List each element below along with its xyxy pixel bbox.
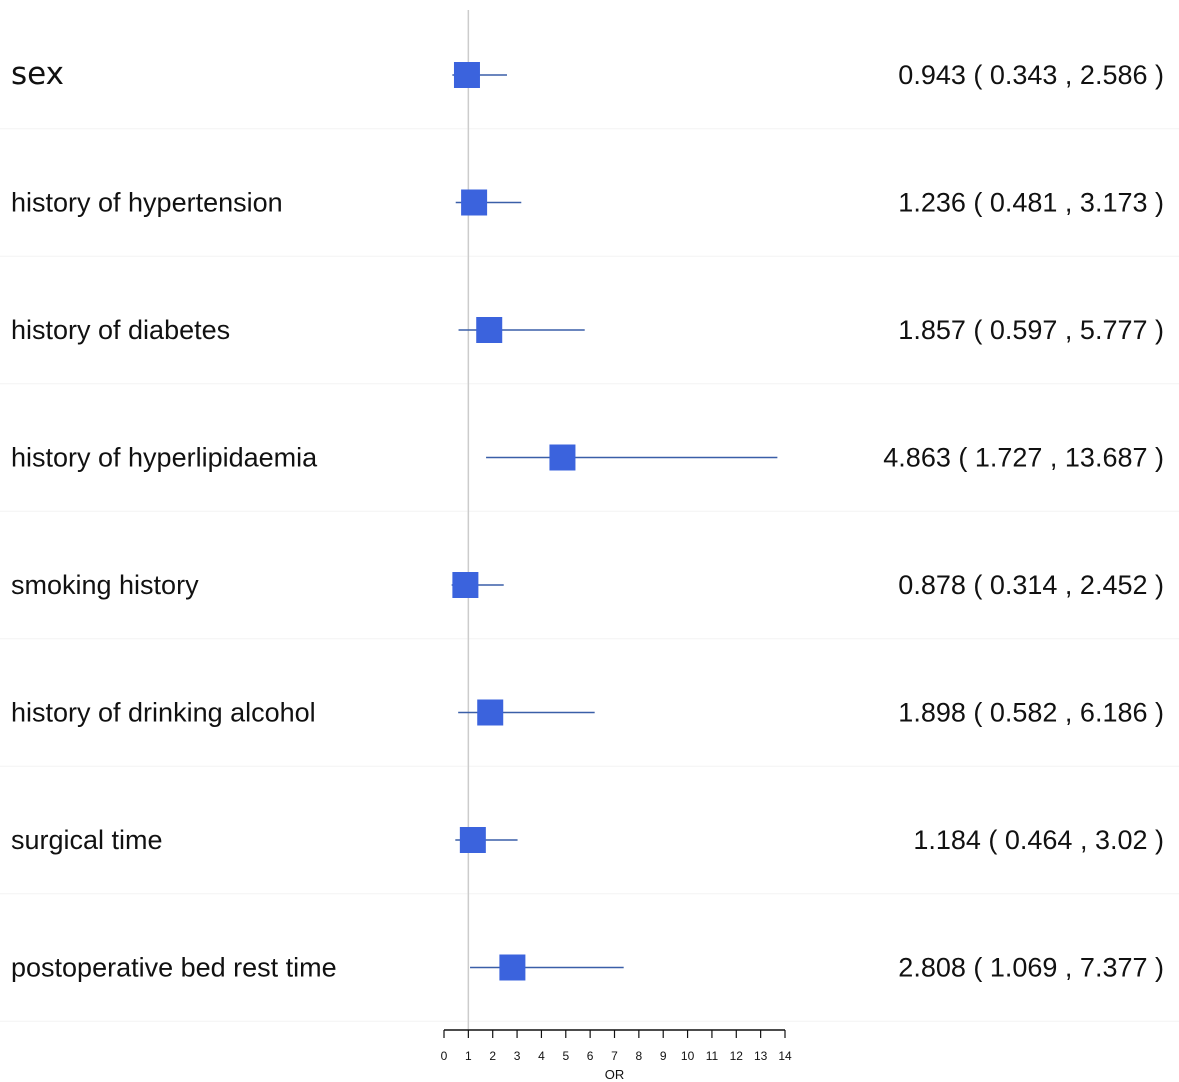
- x-tick-label: 10: [681, 1049, 695, 1063]
- row-label: smoking history: [11, 570, 199, 600]
- ci-text: 0.878 ( 0.314 , 2.452 ): [898, 570, 1164, 600]
- row-label: history of drinking alcohol: [11, 698, 316, 728]
- x-tick-label: 1: [465, 1049, 472, 1063]
- x-tick-label: 9: [660, 1049, 667, 1063]
- ci-text: 1.184 ( 0.464 , 3.02 ): [913, 825, 1164, 855]
- x-tick-label: 2: [489, 1049, 496, 1063]
- x-tick-label: 12: [730, 1049, 744, 1063]
- or-marker: [459, 827, 486, 853]
- faint-row-grid: [0, 128, 1179, 1022]
- forest-row: smoking history 0.878 ( 0.314 , 2.452 ): [11, 570, 1164, 600]
- row-label: history of hyperlipidaemia: [11, 443, 318, 473]
- forest-row: surgical time 1.184 ( 0.464 , 3.02 ): [11, 825, 1164, 855]
- ci-text: 1.236 ( 0.481 , 3.173 ): [898, 188, 1164, 218]
- or-marker: [453, 62, 480, 88]
- x-axis-title: OR: [605, 1067, 625, 1082]
- x-tick-label: 0: [441, 1049, 448, 1063]
- x-tick-label: 7: [611, 1049, 618, 1063]
- or-marker: [476, 317, 503, 343]
- forest-row: history of hyperlipidaemia 4.863 ( 1.727 …: [11, 443, 1164, 473]
- forest-row: history of diabetes 1.857 ( 0.597 , 5.777…: [11, 315, 1164, 345]
- forest-row: history of hypertension 1.236 ( 0.481 , 3…: [11, 188, 1164, 218]
- or-marker: [461, 189, 488, 216]
- or-marker: [477, 699, 504, 726]
- ci-text: 4.863 ( 1.727 , 13.687 ): [883, 443, 1164, 473]
- x-tick-label: 14: [778, 1049, 792, 1063]
- row-label: postoperative bed rest time: [11, 953, 337, 983]
- x-tick-label: 13: [754, 1049, 768, 1063]
- row-label: sex: [11, 56, 64, 92]
- or-marker: [452, 572, 479, 598]
- x-tick-label: 3: [514, 1049, 521, 1063]
- row-label: history of hypertension: [11, 188, 283, 218]
- forest-rows: sex 0.943 ( 0.343 , 2.586 ) history of hyp…: [11, 56, 1164, 983]
- x-tick-label: 8: [636, 1049, 643, 1063]
- or-marker: [499, 954, 526, 981]
- x-tick-label: 11: [706, 1049, 719, 1063]
- or-marker: [549, 444, 576, 471]
- x-tick-label: 5: [562, 1049, 569, 1063]
- forest-row: postoperative bed rest time 2.808 ( 1.069…: [11, 953, 1164, 983]
- ci-text: 1.898 ( 0.582 , 6.186 ): [898, 698, 1164, 728]
- x-axis: 0 1 2 3 4 5 6 7 8 9 10 11 12 13 14: [441, 1029, 792, 1063]
- ci-text: 1.857 ( 0.597 , 5.777 ): [898, 315, 1164, 345]
- forest-row: history of drinking alcohol 1.898 ( 0.582…: [11, 698, 1164, 728]
- row-label: history of diabetes: [11, 315, 230, 345]
- ci-text: 2.808 ( 1.069 , 7.377 ): [898, 953, 1164, 983]
- x-tick-label: 4: [538, 1049, 545, 1063]
- row-label: surgical time: [11, 825, 163, 855]
- x-tick-label: 6: [587, 1049, 594, 1063]
- ci-text: 0.943 ( 0.343 , 2.586 ): [898, 60, 1164, 90]
- forest-row: sex 0.943 ( 0.343 , 2.586 ): [11, 56, 1164, 92]
